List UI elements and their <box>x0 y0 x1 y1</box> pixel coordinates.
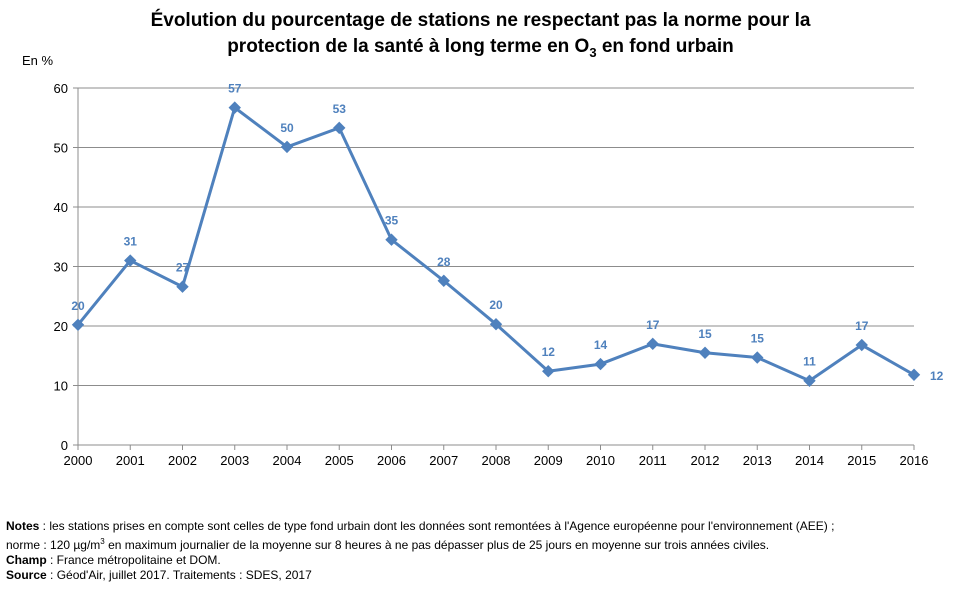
y-tick-label: 40 <box>54 200 68 215</box>
x-tick-label: 2003 <box>220 453 249 468</box>
data-point-2004 <box>280 140 294 154</box>
y-tick-label: 30 <box>54 260 68 275</box>
data-point-2007 <box>437 274 450 287</box>
series-layer: 20 31 27 57 50 53 35 28 20 12 14 17 15 15 11 17 12 <box>71 82 944 387</box>
data-point-2012 <box>698 346 712 359</box>
x-tick-label: 2007 <box>429 453 458 468</box>
y-tick-label: 20 <box>54 319 68 334</box>
x-tick-label: 2010 <box>586 453 615 468</box>
x-tick-label: 2005 <box>325 453 354 468</box>
data-point-2015 <box>855 338 868 352</box>
notes-line: Notes : les stations prises en compte so… <box>6 519 956 534</box>
chart-title-line-2-tail: en fond urbain <box>596 36 734 57</box>
chart-title-line-2-main: protection de la santé à long terme en O <box>227 36 590 57</box>
data-label-2005: 53 <box>333 102 347 116</box>
y-tick-label: 60 <box>54 81 68 96</box>
data-label-2002: 27 <box>176 261 190 275</box>
x-tick-label: 2006 <box>377 453 406 468</box>
chart-title: Évolution du pourcentage de stations ne … <box>0 8 961 66</box>
data-label-2007: 28 <box>437 255 451 269</box>
norme-suffix: en maximum journalier de la moyenne sur … <box>104 538 770 552</box>
x-tick-label: 2001 <box>116 453 145 468</box>
data-point-2001 <box>124 254 137 267</box>
data-point-2010 <box>594 357 607 371</box>
data-label-2014: 11 <box>803 355 816 369</box>
data-point-2000 <box>71 318 85 332</box>
x-tick-label: 2002 <box>168 453 197 468</box>
x-tick-label: 2014 <box>795 453 824 468</box>
chart-notes: Notes : les stations prises en compte so… <box>6 519 956 583</box>
norme-superscript: 3 <box>100 537 105 546</box>
x-tick-label: 2011 <box>639 453 667 468</box>
x-tick-label: 2004 <box>273 453 302 468</box>
x-tick-label: 2009 <box>534 453 563 468</box>
chart-title-subscript: 3 <box>589 44 597 60</box>
norme-line: norme : 120 µg/m3 en maximum journalier … <box>6 534 956 553</box>
data-point-2006 <box>385 233 398 246</box>
data-label-2009: 12 <box>542 345 556 359</box>
data-label-2013: 15 <box>751 332 765 346</box>
data-label-2006: 35 <box>385 214 399 228</box>
y-tick-label: 0 <box>61 438 68 453</box>
notes-text: : les stations prises en compte sont cel… <box>39 519 835 533</box>
series-line <box>76 106 915 383</box>
data-point-2016 <box>907 368 921 381</box>
y-tick-label: 10 <box>54 379 68 394</box>
champ-text: : France métropolitaine et DOM. <box>46 553 221 567</box>
data-label-2012: 15 <box>698 327 712 341</box>
chart-title-line-2: protection de la santé à long terme en O… <box>0 34 961 66</box>
data-point-2003 <box>228 101 241 114</box>
notes-label: Notes <box>6 519 40 533</box>
x-tick-label: 2016 <box>900 453 929 468</box>
data-point-2011 <box>646 337 659 351</box>
data-label-2010: 14 <box>594 338 608 352</box>
x-tick-label: 2012 <box>691 453 720 468</box>
y-tick-label: 50 <box>54 141 68 156</box>
x-tick-labels: 2000 2001 2002 2003 2004 2005 2006 2007 2008 2009… <box>64 453 929 468</box>
source-label: Source <box>6 568 47 582</box>
x-tick-label: 2015 <box>847 453 876 468</box>
source-line: Source : Géod'Air, juillet 2017. Traitem… <box>6 568 956 583</box>
x-tick-label: 2008 <box>482 453 511 468</box>
source-text: : Géod'Air, juillet 2017. Traitements : … <box>46 568 312 582</box>
data-label-2004: 50 <box>280 121 294 135</box>
axes <box>73 87 915 450</box>
y-tick-labels: 0 10 20 30 40 50 60 <box>54 81 68 453</box>
y-axis-label: En % <box>22 53 54 68</box>
gridlines <box>78 87 914 386</box>
data-point-2013 <box>751 351 764 364</box>
data-point-2008 <box>489 318 503 331</box>
data-label-2011: 17 <box>646 318 660 332</box>
champ-line: Champ : France métropolitaine et DOM. <box>6 553 956 568</box>
data-label-2008: 20 <box>489 298 503 312</box>
champ-label: Champ <box>6 553 47 567</box>
data-label-2016: 12 <box>930 369 944 383</box>
x-tick-label: 2013 <box>743 453 772 468</box>
chart-title-line-1: Évolution du pourcentage de stations ne … <box>150 10 811 31</box>
data-point-2009 <box>542 365 555 378</box>
x-tick-label: 2000 <box>64 453 93 468</box>
data-point-2002 <box>176 280 189 293</box>
norme-prefix: norme : 120 µg/m <box>6 538 101 552</box>
data-point-2005 <box>333 121 346 135</box>
data-label-2000: 20 <box>71 299 85 313</box>
data-label-2003: 57 <box>228 82 242 96</box>
data-label-2015: 17 <box>855 319 869 333</box>
data-label-2001: 31 <box>124 235 138 249</box>
data-point-2014 <box>803 374 816 387</box>
